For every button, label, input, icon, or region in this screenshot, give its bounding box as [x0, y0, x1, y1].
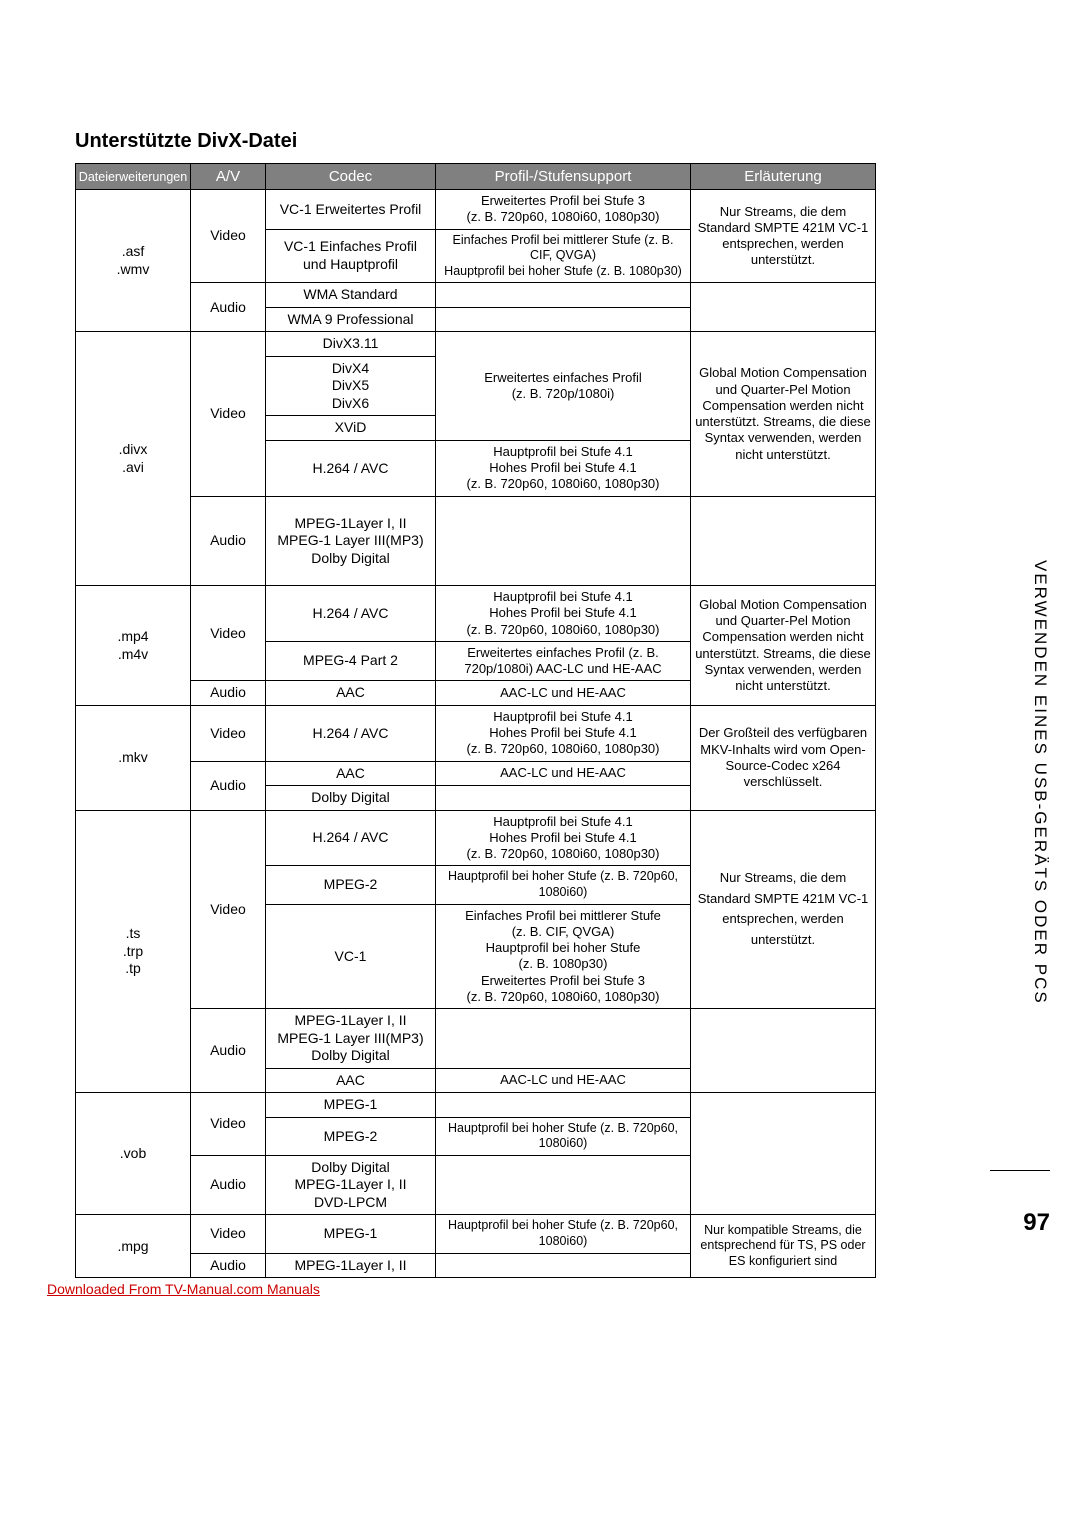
av-video: Video [191, 1215, 266, 1253]
codec: DivX4DivX5DivX6 [266, 356, 436, 416]
profile: Einfaches Profil bei mittlerer Stufe (z.… [436, 229, 691, 283]
profile: Erweitertes Profil bei Stufe 3(z. B. 720… [436, 190, 691, 230]
codec: AAC [266, 1068, 436, 1093]
av-audio: Audio [191, 496, 266, 586]
profile: AAC-LC und HE-AAC [436, 1068, 691, 1093]
desc [691, 283, 876, 332]
codec: AAC [266, 681, 436, 706]
profile: AAC-LC und HE-AAC [436, 681, 691, 706]
ext-mp4: .mp4.m4v [76, 586, 191, 706]
av-video: Video [191, 332, 266, 496]
codec: MPEG-4 Part 2 [266, 641, 436, 681]
desc: Nur kompatible Streams, die entsprechend… [691, 1215, 876, 1278]
ext-vob: .vob [76, 1093, 191, 1215]
profile: Erweitertes einfaches Profil(z. B. 720p/… [436, 332, 691, 441]
codec: MPEG-2 [266, 866, 436, 904]
profile: Einfaches Profil bei mittlerer Stufe(z. … [436, 904, 691, 1009]
av-audio: Audio [191, 1253, 266, 1278]
desc [691, 1093, 876, 1215]
codec: H.264 / AVC [266, 586, 436, 642]
th-codec: Codec [266, 164, 436, 190]
profile: Hauptprofil bei hoher Stufe (z. B. 720p6… [436, 1117, 691, 1155]
profile: Hauptprofil bei Stufe 4.1Hohes Profil be… [436, 440, 691, 496]
desc [691, 496, 876, 586]
desc: Nur Streams, die dem Standard SMPTE 421M… [691, 810, 876, 1009]
footer-link[interactable]: Downloaded From TV-Manual.com Manuals [47, 1281, 320, 1297]
av-audio: Audio [191, 1009, 266, 1093]
av-video: Video [191, 810, 266, 1009]
side-section-label: VERWENDEN EINES USB-GERÄTS ODER PCS [1030, 560, 1050, 1005]
side-divider [990, 1170, 1050, 1171]
desc: Global Motion Compensation und Quarter-P… [691, 332, 876, 496]
ext-mkv: .mkv [76, 705, 191, 810]
profile [436, 283, 691, 308]
codec-table: Dateierweiterungen A/V Codec Profil-/Stu… [75, 163, 876, 1278]
codec: Dolby DigitalMPEG-1Layer I, IIDVD-LPCM [266, 1155, 436, 1215]
codec: MPEG-1Layer I, IIMPEG-1 Layer III(MP3)Do… [266, 1009, 436, 1069]
codec: WMA 9 Professional [266, 307, 436, 332]
av-audio: Audio [191, 283, 266, 332]
desc: Global Motion Compensation und Quarter-P… [691, 586, 876, 706]
codec: VC-1 Erweitertes Profil [266, 190, 436, 230]
profile: Hauptprofil bei Stufe 4.1Hohes Profil be… [436, 586, 691, 642]
profile [436, 1253, 691, 1278]
profile: Hauptprofil bei Stufe 4.1Hohes Profil be… [436, 810, 691, 866]
codec: XViD [266, 416, 436, 441]
profile [436, 1093, 691, 1118]
av-audio: Audio [191, 681, 266, 706]
profile: Hauptprofil bei hoher Stufe (z. B. 720p6… [436, 1215, 691, 1253]
codec: H.264 / AVC [266, 810, 436, 866]
codec: MPEG-1 [266, 1093, 436, 1118]
codec: MPEG-1Layer I, II [266, 1253, 436, 1278]
profile: Erweitertes einfaches Profil (z. B. 720p… [436, 641, 691, 681]
desc: Nur Streams, die dem Standard SMPTE 421M… [691, 190, 876, 283]
profile [436, 1155, 691, 1215]
codec: MPEG-1Layer I, IIMPEG-1 Layer III(MP3)Do… [266, 496, 436, 586]
codec: VC-1 [266, 904, 436, 1009]
profile [436, 786, 691, 811]
codec: H.264 / AVC [266, 705, 436, 761]
ext-divx: .divx.avi [76, 332, 191, 586]
codec: MPEG-1 [266, 1215, 436, 1253]
th-ext: Dateierweiterungen [76, 164, 191, 190]
av-video: Video [191, 705, 266, 761]
av-audio: Audio [191, 761, 266, 810]
codec: VC-1 Einfaches Profilund Hauptprofil [266, 229, 436, 283]
ext-mpg: .mpg [76, 1215, 191, 1278]
av-video: Video [191, 586, 266, 681]
codec: H.264 / AVC [266, 440, 436, 496]
profile: AAC-LC und HE-AAC [436, 761, 691, 786]
page-number: 97 [1023, 1209, 1050, 1237]
profile [436, 1009, 691, 1069]
ext-ts: .ts.trp.tp [76, 810, 191, 1093]
desc [691, 1009, 876, 1093]
profile [436, 496, 691, 586]
codec: MPEG-2 [266, 1117, 436, 1155]
table-title: Unterstützte DivX-Datei [75, 130, 1005, 153]
codec: DivX3.11 [266, 332, 436, 357]
desc: Der Großteil des verfügbaren MKV-Inhalts… [691, 705, 876, 810]
profile: Hauptprofil bei hoher Stufe (z. B. 720p6… [436, 866, 691, 904]
profile [436, 307, 691, 332]
av-audio: Audio [191, 1155, 266, 1215]
codec: WMA Standard [266, 283, 436, 308]
th-av: A/V [191, 164, 266, 190]
profile: Hauptprofil bei Stufe 4.1Hohes Profil be… [436, 705, 691, 761]
ext-asf: .asf.wmv [76, 190, 191, 332]
th-profile: Profil-/Stufensupport [436, 164, 691, 190]
av-video: Video [191, 190, 266, 283]
av-video: Video [191, 1093, 266, 1156]
th-desc: Erläuterung [691, 164, 876, 190]
codec: AAC [266, 761, 436, 786]
codec: Dolby Digital [266, 786, 436, 811]
